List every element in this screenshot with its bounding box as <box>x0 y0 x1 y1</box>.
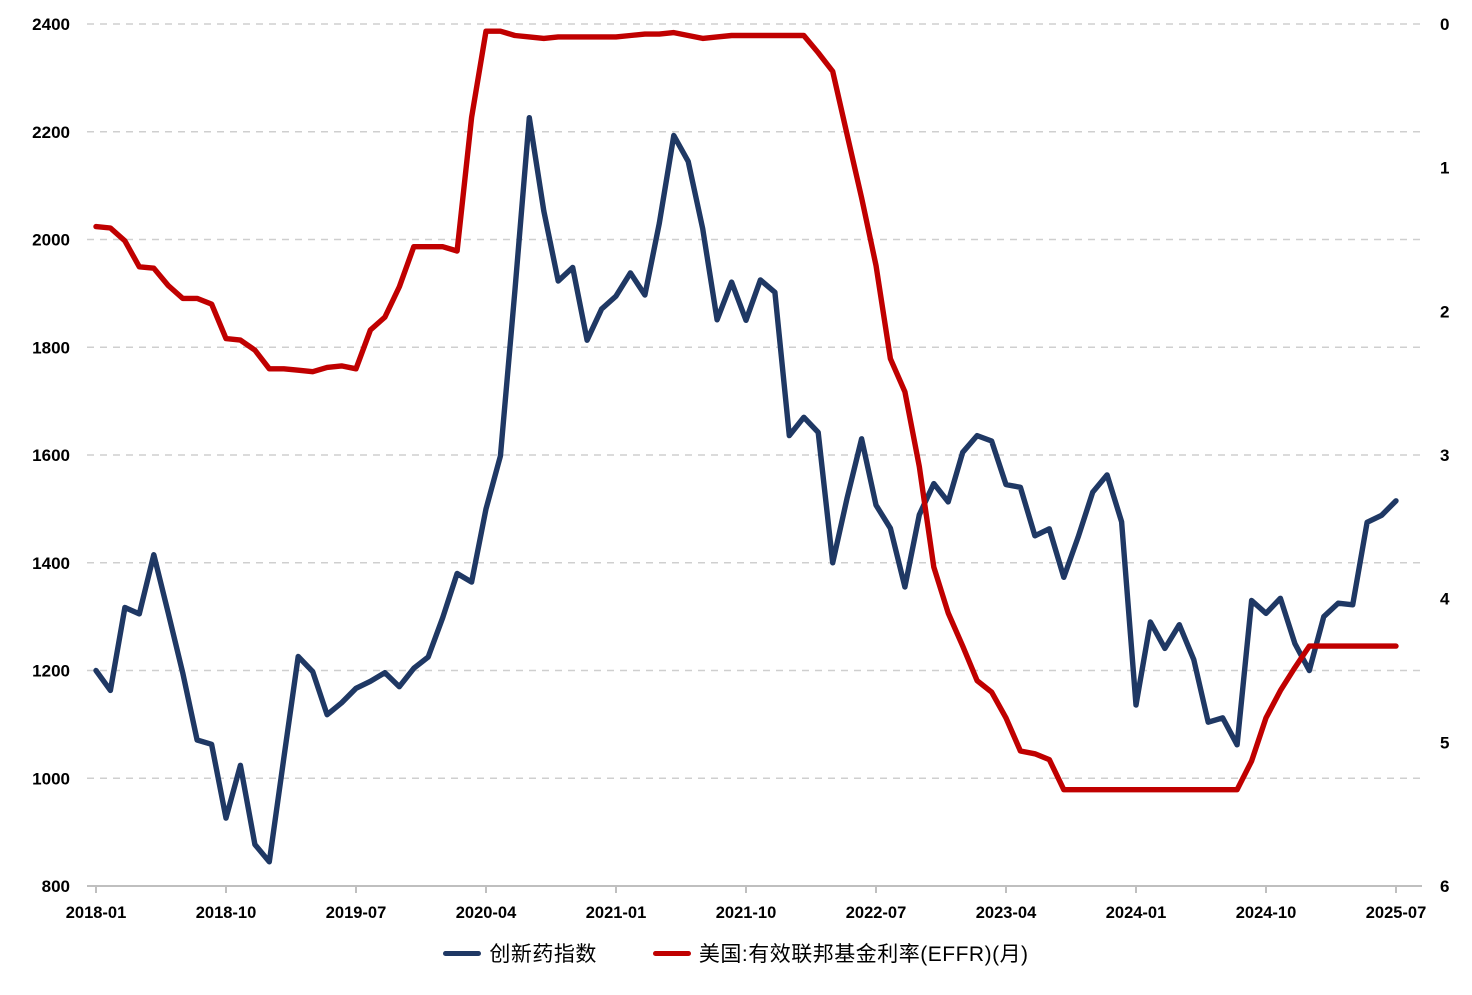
right-axis-tick-label: 6 <box>1440 877 1449 896</box>
x-axis-tick-label: 2024-01 <box>1106 904 1167 922</box>
left-axis-tick-label: 1000 <box>32 769 70 788</box>
right-axis-tick-label: 5 <box>1440 733 1449 752</box>
x-axis-tick-label: 2024-10 <box>1236 904 1297 922</box>
right-axis-tick-label: 0 <box>1440 15 1449 34</box>
legend-item-index: 创新药指数 <box>443 938 597 968</box>
right-axis-tick-label: 2 <box>1440 302 1449 321</box>
x-axis-tick-label: 2021-10 <box>716 904 777 922</box>
index-series-label: 创新药指数 <box>489 943 597 966</box>
left-axis-tick-label: 2000 <box>32 231 70 250</box>
x-axis-tick-label: 2025-07 <box>1366 904 1427 922</box>
legend-item-effr: 美国:有效联邦基金利率(EFFR)(月) <box>652 938 1029 968</box>
left-axis-tick-label: 1200 <box>32 662 70 681</box>
right-axis-tick-label: 4 <box>1440 590 1450 609</box>
left-axis-tick-label: 1800 <box>32 338 70 357</box>
index-series-swatch <box>443 950 482 956</box>
effr-series-line <box>93 28 1399 793</box>
x-axis-tick-label: 2019-07 <box>326 904 387 922</box>
x-axis-tick-label: 2018-10 <box>196 904 257 922</box>
x-axis-tick-label: 2021-01 <box>586 904 647 922</box>
left-axis-tick-label: 800 <box>42 877 70 896</box>
chart-legend: 创新药指数 美国:有效联邦基金利率(EFFR)(月) <box>0 938 1472 968</box>
left-axis-tick-label: 1600 <box>32 446 70 465</box>
x-axis-tick-label: 2018-01 <box>66 904 127 922</box>
left-axis-tick-label: 2200 <box>32 123 70 142</box>
x-axis-tick-label: 2023-04 <box>976 904 1037 922</box>
right-axis-tick-label: 3 <box>1440 446 1449 465</box>
index-series-line <box>93 114 1399 865</box>
right-axis-tick-label: 1 <box>1440 159 1449 178</box>
left-axis-tick-label: 2400 <box>32 15 70 34</box>
x-axis-tick-label: 2020-04 <box>456 904 517 922</box>
x-axis-tick-label: 2022-07 <box>846 904 907 922</box>
effr-series-swatch <box>652 950 691 956</box>
left-axis-tick-label: 1400 <box>32 554 70 573</box>
effr-series-label: 美国:有效联邦基金利率(EFFR)(月) <box>698 943 1029 966</box>
